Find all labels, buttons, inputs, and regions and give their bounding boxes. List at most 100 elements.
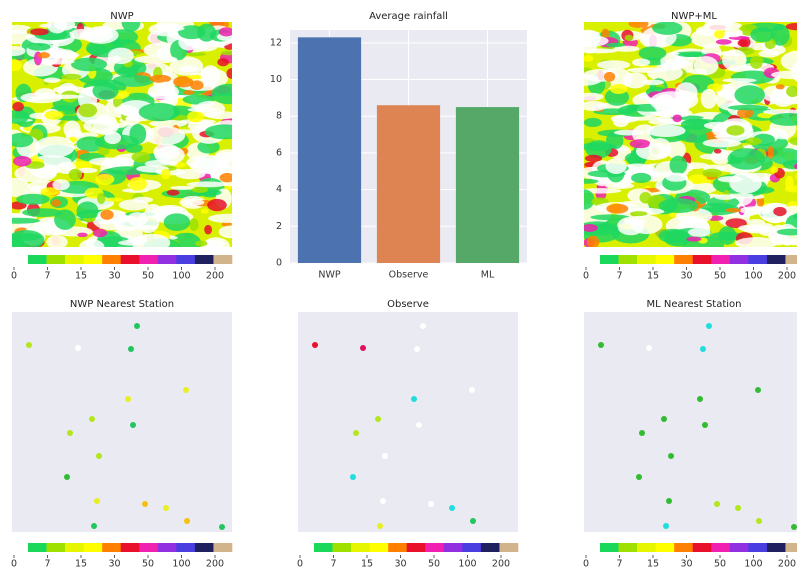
map-texture [767,146,774,159]
map-texture [584,55,594,62]
map-texture [112,74,154,87]
station-point [94,498,100,504]
map-texture [108,47,134,64]
map-texture [78,103,98,118]
map-texture [703,121,732,130]
station-point [91,523,97,529]
y-tick-label: 6 [276,147,282,158]
bar [297,37,362,264]
map-texture [200,65,221,86]
station-point [219,524,225,530]
map-texture [769,113,797,126]
station-point [312,342,318,348]
station-point [130,422,136,428]
colorbar-swatch [785,543,797,552]
map-texture [143,42,174,58]
station-point [382,453,388,459]
map-texture [12,229,45,247]
station-point [75,345,81,351]
colorbar-swatch [28,255,47,264]
map-texture [724,28,743,38]
map-texture [77,213,98,219]
map-texture [13,156,32,167]
station-point [756,518,762,524]
colorbar-swatch [351,543,370,552]
map-texture [79,239,105,247]
colorbar-swatch [655,543,675,552]
map-texture [205,111,232,120]
panel-title: ML Nearest Station [646,299,741,310]
map-texture [155,25,185,32]
map-texture [785,22,797,31]
colorbar-swatch [766,543,786,552]
map-texture [16,193,50,205]
station-point [636,474,642,480]
map-texture [584,223,598,232]
colorbar-swatch [425,543,445,552]
map-texture [97,192,106,205]
map-texture [629,139,651,149]
map-texture [169,56,204,76]
map-texture [738,224,768,232]
colorbar-tick-label: 15 [75,271,87,282]
colorbar-tick-label: 100 [744,559,762,569]
colorbar-swatch [83,543,103,552]
colorbar-swatch [102,255,122,264]
station-point [420,323,426,329]
colorbar-swatch [213,543,233,552]
station-point [89,416,95,422]
colorbar-swatch [65,255,84,264]
colorbar-tick-label: 200 [206,559,224,569]
map-texture [197,140,220,154]
map-texture [12,177,30,198]
colorbar-swatch [499,543,519,552]
map-texture [613,45,640,52]
plot-background [584,312,797,532]
map-texture [44,110,64,120]
map-texture [27,43,51,51]
colorbar-tick-label: 30 [394,559,406,569]
map-texture [187,74,203,80]
colorbar-tick-label: 100 [172,271,190,282]
panel-title: NWP Nearest Station [70,299,174,310]
station-point [639,430,645,436]
map-texture [46,235,68,247]
map-texture [606,131,624,150]
map-texture [688,227,711,237]
colorbar-tick-label: 30 [108,271,120,282]
map-texture [207,198,227,212]
colorbar-tick-label: 7 [616,271,622,282]
map-texture [585,140,612,159]
map-texture [187,110,204,123]
colorbar-swatch [692,255,712,264]
colorbar-swatch [176,255,196,264]
colorbar-swatch [748,543,768,552]
station-point [360,345,366,351]
map-texture [639,192,652,204]
map-texture [605,158,627,174]
map-texture [219,172,232,183]
colorbar-tick-label: 7 [616,559,622,569]
map-texture [722,49,747,71]
station-point [26,342,32,348]
colorbar-tick-label: 0 [583,559,589,569]
map-texture [584,154,603,162]
map-texture [86,44,110,55]
map-texture [12,109,29,124]
colorbar-tick-label: 7 [330,559,336,569]
map-texture [586,235,600,247]
map-texture [160,168,171,180]
colorbar-swatch [462,543,482,552]
station-point [668,453,674,459]
y-tick-label: 2 [276,221,282,232]
map-texture [729,172,762,194]
station-point [353,430,359,436]
colorbar-tick-label: 100 [172,559,190,569]
map-texture [76,167,98,174]
bar [455,107,520,263]
colorbar-swatch [711,255,731,264]
colorbar-swatch [369,543,389,552]
map-texture [603,71,616,82]
colorbar-tick-label: 200 [778,559,796,569]
map-texture [186,181,227,188]
